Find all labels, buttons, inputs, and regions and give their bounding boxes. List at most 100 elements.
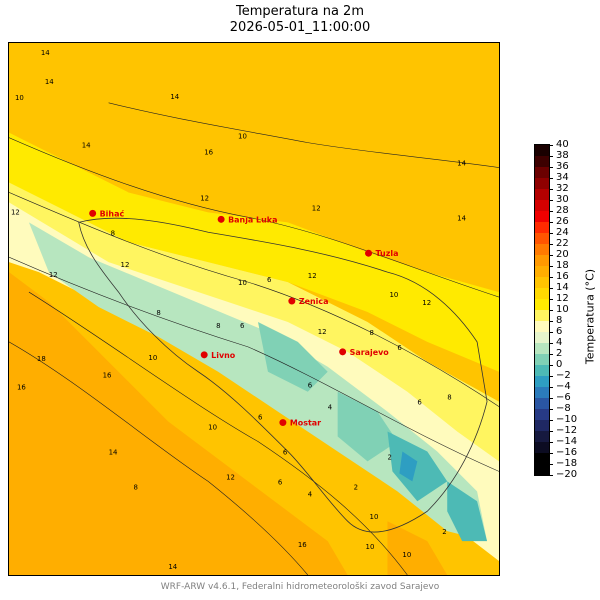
colorbar-segment: [535, 464, 549, 476]
colorbar-tick-mark: [549, 178, 553, 179]
contour-label: 8: [216, 322, 220, 330]
contour-line: [9, 341, 309, 575]
contour-label: 10: [238, 133, 247, 141]
colorbar-tick-label: 0: [556, 359, 563, 370]
contour-label: 6: [283, 448, 287, 456]
contour-label: 12: [200, 194, 209, 202]
region-cold-patch-2: [337, 391, 398, 462]
colorbar-tick-label: −18: [556, 458, 578, 469]
contour-label: 6: [258, 414, 262, 422]
colorbar-tick-label: 2: [556, 348, 563, 359]
region-cold-patch-3: [387, 431, 448, 502]
map-subtitle: 2026-05-01_11:00:00: [229, 20, 371, 35]
colorbar-segment: [535, 233, 549, 245]
colorbar-tick-mark: [549, 145, 553, 146]
contour-label: 12: [312, 204, 321, 212]
contour-label: 6: [267, 276, 271, 284]
colorbar-tick-mark: [549, 189, 553, 190]
colorbar-tick-mark: [549, 211, 553, 212]
map-title: Temperatura na 2m: [235, 4, 364, 19]
colorbar-tick-label: 6: [556, 326, 563, 337]
contour-label: 14: [170, 93, 179, 101]
colorbar-segment: [535, 244, 549, 256]
colorbar-segment: [535, 332, 549, 344]
colorbar-tick-mark: [549, 200, 553, 201]
contour-label: 16: [204, 149, 213, 157]
colorbar-tick-mark: [549, 255, 553, 256]
colorbar-tick-label: −8: [556, 403, 571, 414]
contour-label: 10: [238, 279, 247, 287]
contour-label: 16: [17, 384, 26, 392]
colorbar-segment: [535, 442, 549, 454]
contour-label: 8: [133, 483, 137, 491]
contour-label: 14: [109, 448, 118, 456]
contour-label: 10: [15, 94, 24, 102]
colorbar-tick-mark: [549, 464, 553, 465]
colorbar-segment: [535, 420, 549, 432]
colorbar-segment: [535, 343, 549, 355]
city-label: Sarajevo: [350, 348, 390, 357]
contour-label: 6: [308, 382, 312, 390]
contour-label: 6: [240, 322, 244, 330]
contour-label: 8: [447, 394, 451, 402]
colorbar-tick-mark: [549, 398, 553, 399]
colorbar-tick-label: 16: [556, 271, 569, 282]
contour-label: 6: [278, 478, 282, 486]
colorbar-segment: [535, 387, 549, 399]
colorbar-segment: [535, 266, 549, 278]
colorbar-tick-label: −10: [556, 414, 578, 425]
contour-label: 12: [308, 272, 317, 280]
colorbar-tick-mark: [549, 321, 553, 322]
colorbar-tick-mark: [549, 299, 553, 300]
colorbar-tick-mark: [549, 244, 553, 245]
colorbar-segment: [535, 398, 549, 410]
contour-label: 14: [41, 49, 50, 57]
city-marker: [89, 209, 97, 217]
city-marker: [288, 297, 296, 305]
colorbar-tick-mark: [549, 222, 553, 223]
colorbar-segment: [535, 354, 549, 366]
colorbar-tick-mark: [549, 453, 553, 454]
contour-label: 16: [103, 372, 112, 380]
colorbar-segment: [535, 365, 549, 377]
colorbar-segment: [535, 222, 549, 234]
region-cool-core: [28, 222, 488, 542]
contour-label: 10: [208, 424, 217, 432]
contour-label: 12: [11, 208, 20, 216]
colorbar-segment: [535, 431, 549, 443]
colorbar-tick-mark: [549, 442, 553, 443]
colorbar-segment: [535, 156, 549, 168]
colorbar-tick-label: −16: [556, 447, 578, 458]
contour-label: 4: [328, 404, 333, 412]
colorbar-tick-label: −2: [556, 370, 571, 381]
contour-label: 2: [354, 483, 358, 491]
colorbar-segment: [535, 145, 549, 157]
region-cold-patch-5: [399, 451, 418, 482]
colorbar-tick-label: −20: [556, 469, 578, 480]
colorbar-tick-mark: [549, 310, 553, 311]
contour-label: 2: [442, 528, 446, 536]
colorbar-tick-mark: [549, 167, 553, 168]
city-marker: [217, 215, 225, 223]
contour-line: [9, 256, 499, 472]
colorbar-tick-label: 4: [556, 337, 563, 348]
city-label: Livno: [211, 351, 236, 360]
city-label: Bihać: [100, 208, 125, 218]
colorbar-segment: [535, 321, 549, 333]
colorbar-tick-mark: [549, 233, 553, 234]
contour-label: 14: [457, 214, 466, 222]
colorbar-tick-label: 36: [556, 161, 569, 172]
colorbar-tick-label: 32: [556, 183, 569, 194]
city-label: Tuzla: [376, 249, 399, 258]
contour-label: 2: [387, 453, 391, 461]
contour-label: 10: [366, 543, 375, 551]
colorbar-segment: [535, 189, 549, 201]
contour-label: 10: [389, 291, 398, 299]
colorbar-tick-label: 40: [556, 139, 569, 150]
contour-label: 4: [308, 490, 313, 498]
contour-line: [9, 137, 499, 298]
colorbar-segment: [535, 376, 549, 388]
colorbar-tick-label: 10: [556, 304, 569, 315]
colorbar-tick-label: −4: [556, 381, 571, 392]
contour-label: 12: [226, 473, 235, 481]
